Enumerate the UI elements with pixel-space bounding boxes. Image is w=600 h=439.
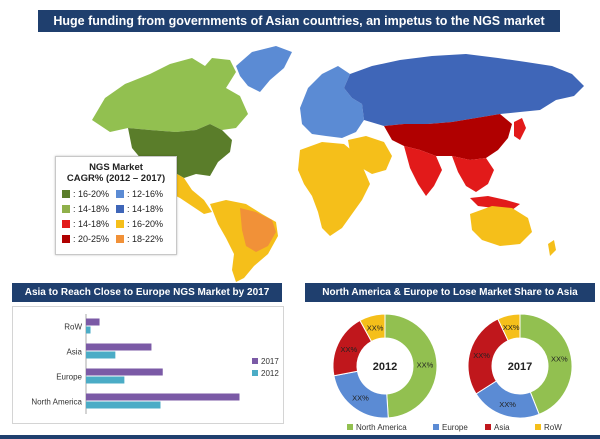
legend-title: NGS Market CAGR% (2012 – 2017): [66, 162, 166, 184]
bar-2017: [86, 318, 100, 326]
legend-item: : 16-20%: [116, 219, 170, 229]
bar-2012: [86, 351, 116, 359]
bar-2017: [86, 368, 163, 376]
region-japan: [514, 118, 526, 140]
donut-charts: XX% XX% XX% XX% 2012 XX% XX% XX% XX% 2017 North Am…: [332, 313, 573, 432]
bar-legend-swatch: [252, 358, 258, 364]
bar-chart: RoW Asia Europe North America 2017 2012: [31, 314, 279, 414]
donut-data-label: XX%: [340, 345, 357, 354]
region-china: [384, 114, 512, 160]
legend-label: : 20-25%: [73, 234, 110, 244]
page-title: Huge funding from governments of Asian c…: [53, 14, 545, 28]
legend-swatch: [62, 205, 70, 213]
page-title-banner: Huge funding from governments of Asian c…: [38, 10, 560, 32]
legend-swatch: [62, 190, 70, 198]
bar-2012: [86, 326, 91, 334]
donut-data-label: XX%: [473, 351, 490, 360]
legend-item: : 14-18%: [116, 204, 170, 214]
donut-legend-label: North America: [356, 423, 407, 432]
legend-label: : 18-22%: [127, 234, 164, 244]
bar-chart-title: Asia to Reach Close to Europe NGS Market…: [24, 287, 270, 298]
bar-2012: [86, 401, 161, 409]
legend-swatch: [116, 235, 124, 243]
donut-year-label: 2017: [508, 361, 532, 373]
legend-swatch: [62, 235, 70, 243]
category-label: RoW: [64, 323, 82, 332]
donut-chart-header: North America & Europe to Lose Market Sh…: [305, 283, 595, 302]
donut-legend-label: RoW: [544, 423, 562, 432]
legend-label: : 14-18%: [73, 219, 110, 229]
legend-swatch: [116, 220, 124, 228]
region-europe: [300, 66, 364, 138]
legend-label: : 14-18%: [73, 204, 110, 214]
donut-data-label: XX%: [551, 355, 568, 364]
region-canada: [92, 58, 248, 132]
legend-label: : 14-18%: [127, 204, 164, 214]
category-label: Europe: [56, 373, 82, 382]
legend-items: : 16-20% : 12-16% : 14-18% : 14-18% : 14-18%…: [56, 184, 176, 244]
legend-item: : 12-16%: [116, 189, 170, 199]
region-brazil: [240, 208, 276, 252]
donut-legend-swatch: [485, 424, 491, 430]
donut-slice: [384, 313, 438, 419]
region-se-asia: [452, 156, 494, 192]
legend-swatch: [116, 205, 124, 213]
legend-label: : 16-20%: [73, 189, 110, 199]
region-indonesia: [470, 196, 520, 210]
region-australia: [470, 206, 532, 246]
legend-item: : 20-25%: [62, 234, 116, 244]
category-label: North America: [31, 398, 82, 407]
donut-year-label: 2012: [373, 361, 397, 373]
donut-slice: [497, 313, 521, 342]
legend-swatch: [116, 190, 124, 198]
donut-data-label: XX%: [352, 394, 369, 403]
footer-rule: [0, 435, 600, 439]
region-russia: [344, 54, 584, 126]
donut-legend-swatch: [535, 424, 541, 430]
bar-2017: [86, 393, 240, 401]
donut-data-label: XX%: [367, 323, 384, 332]
bar-legend-swatch: [252, 370, 258, 376]
donut-legend-swatch: [433, 424, 439, 430]
bar-chart-header: Asia to Reach Close to Europe NGS Market…: [12, 283, 282, 302]
legend-item: : 14-18%: [62, 219, 116, 229]
donut-legend-label: Asia: [494, 423, 510, 432]
legend-item: : 18-22%: [116, 234, 170, 244]
bar-2017: [86, 343, 152, 351]
region-africa: [298, 142, 370, 236]
donut-slice: [519, 313, 573, 415]
donut-legend-label: Europe: [442, 423, 468, 432]
bar-2012: [86, 376, 125, 384]
category-label: Asia: [66, 348, 82, 357]
legend-label: : 12-16%: [127, 189, 164, 199]
donut-data-label: XX%: [503, 323, 520, 332]
donut-data-label: XX%: [417, 361, 434, 370]
world-map: [92, 46, 584, 282]
donut-legend-swatch: [347, 424, 353, 430]
bar-legend-label: 2012: [261, 369, 279, 378]
region-india: [404, 146, 442, 196]
legend-item: : 16-20%: [62, 189, 116, 199]
region-new-zealand: [548, 240, 556, 256]
bar-legend-label: 2017: [261, 357, 279, 366]
donut-chart-title: North America & Europe to Lose Market Sh…: [322, 287, 578, 298]
map-legend: NGS Market CAGR% (2012 – 2017) : 16-20%:…: [55, 156, 177, 255]
donut-slice: [359, 313, 386, 343]
legend-label: : 16-20%: [127, 219, 164, 229]
donut-data-label: XX%: [499, 400, 516, 409]
region-greenland: [236, 46, 292, 92]
legend-swatch: [62, 220, 70, 228]
legend-item: : 14-18%: [62, 204, 116, 214]
